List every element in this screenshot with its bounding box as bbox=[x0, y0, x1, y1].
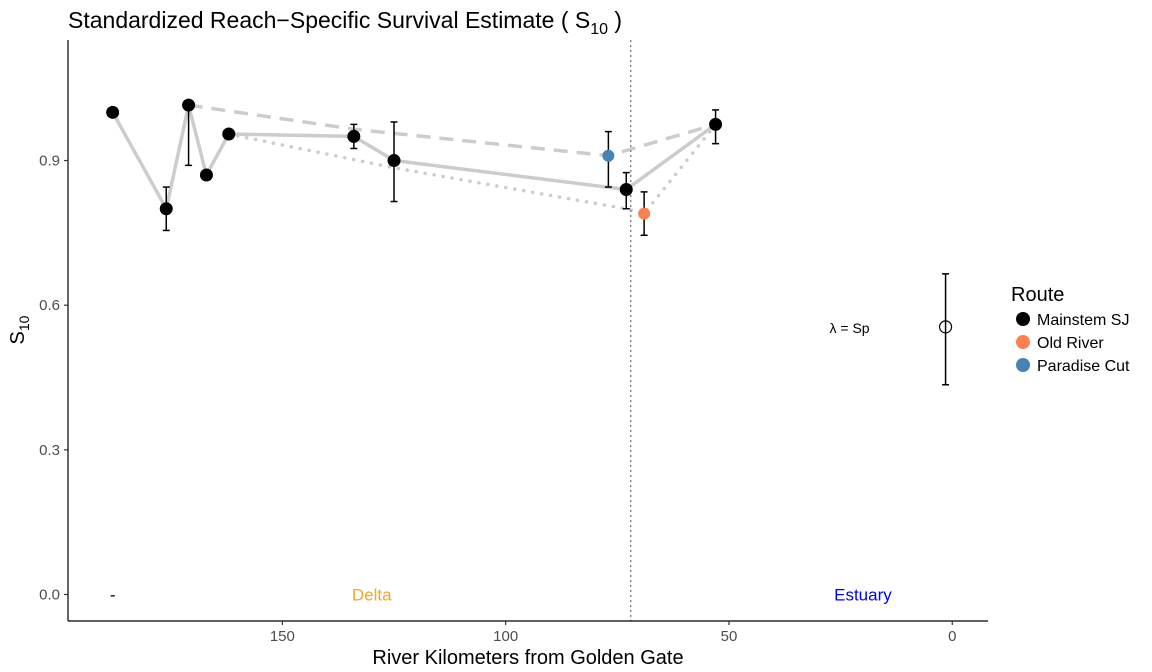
annotation-dash: - bbox=[110, 585, 116, 604]
legend-item-mainstem-sj: Mainstem SJ bbox=[1016, 312, 1129, 329]
y-tick-label-0: 0.0 bbox=[39, 586, 60, 603]
y-axis-title-subscript: 10 bbox=[16, 315, 32, 331]
region-annotations: λ = Sp - Delta Estuary bbox=[110, 320, 892, 605]
legend-item-paradise-cut: Paradise Cut bbox=[1016, 358, 1130, 375]
mainstem-sj-point-8 bbox=[709, 117, 723, 131]
annotation-estuary: Estuary bbox=[834, 585, 892, 604]
y-axis-title: S10 bbox=[7, 315, 32, 344]
y-tick-label-2: 0.6 bbox=[39, 297, 60, 314]
legend-key-mainstem-sj bbox=[1016, 312, 1030, 326]
mainstem-sj-point-5 bbox=[347, 129, 361, 143]
legend-title: Route bbox=[1011, 284, 1064, 306]
old-river-point-0 bbox=[638, 207, 651, 220]
y-tick-label-1: 0.3 bbox=[39, 442, 60, 459]
y-axis-ticks: 0.0 0.3 0.6 0.9 bbox=[39, 153, 68, 603]
lambda-point bbox=[938, 320, 953, 334]
chart-title: Standardized Reach−Specific Survival Est… bbox=[68, 7, 622, 38]
mainstem-sj-point-2 bbox=[182, 98, 196, 112]
mainstem-sj-point-3 bbox=[199, 168, 213, 182]
mainstem-sj-point-6 bbox=[387, 154, 401, 168]
legend-label-old-river: Old River bbox=[1037, 335, 1104, 352]
legend-item-old-river: Old River bbox=[1016, 335, 1104, 352]
x-tick-label-1: 100 bbox=[493, 628, 518, 645]
x-tick-label-0: 150 bbox=[270, 628, 295, 645]
mainstem-sj-point-1 bbox=[159, 202, 173, 216]
legend-key-paradise-cut bbox=[1016, 358, 1030, 372]
y-tick-label-3: 0.9 bbox=[39, 153, 60, 170]
mainstem-sj-point-0 bbox=[106, 105, 120, 119]
paradise-cut-point-0 bbox=[602, 149, 615, 162]
legend: Route Mainstem SJ Old River Paradise Cut bbox=[1011, 284, 1130, 375]
legend-label-mainstem-sj: Mainstem SJ bbox=[1037, 312, 1129, 329]
annotation-delta: Delta bbox=[352, 585, 392, 604]
annotation-sp: λ = Sp bbox=[830, 320, 870, 336]
x-axis-title: River Kilometers from Golden Gate bbox=[372, 647, 683, 669]
mainstem-sj-point-7 bbox=[619, 182, 633, 196]
x-tick-label-2: 50 bbox=[721, 628, 738, 645]
x-tick-label-3: 0 bbox=[948, 628, 956, 645]
legend-label-paradise-cut: Paradise Cut bbox=[1037, 358, 1130, 375]
chart-title-subscript: 10 bbox=[590, 21, 608, 38]
legend-key-old-river bbox=[1016, 335, 1030, 349]
data-points bbox=[106, 98, 953, 334]
x-axis-ticks: 150 100 50 0 bbox=[270, 621, 956, 645]
mainstem-sj-point-4 bbox=[222, 127, 236, 141]
